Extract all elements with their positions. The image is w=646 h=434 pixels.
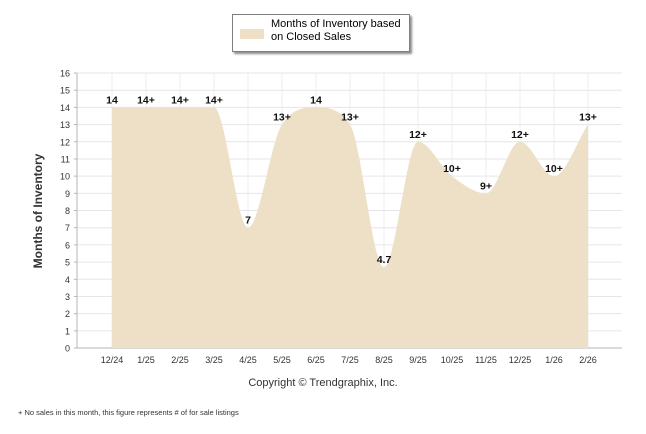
y-tick-label: 8 — [65, 206, 70, 216]
x-tick-label: 3/25 — [205, 355, 223, 365]
data-labels: 14 14+ 14+ 14+ 7 13+ 14 13+ 4.7 12+ 10+ 9+ 12+ 10+ 13+ — [106, 94, 597, 266]
x-tick-label: 12/24 — [101, 355, 124, 365]
data-label: 9+ — [480, 180, 492, 192]
data-label: 4.7 — [377, 254, 392, 266]
y-tick-label: 5 — [65, 258, 70, 268]
data-label: 14 — [310, 94, 322, 106]
y-tick-label: 2 — [65, 309, 70, 319]
legend: Months of Inventory based on Closed Sale… — [232, 14, 410, 52]
x-tick-label: 2/26 — [579, 355, 597, 365]
data-label: 12+ — [511, 129, 529, 141]
data-label: 12+ — [409, 129, 427, 141]
x-tick-label: 2/25 — [171, 355, 189, 365]
y-axis-label: Months of Inventory — [31, 153, 45, 268]
data-label: 13+ — [273, 112, 291, 124]
data-label: 10+ — [545, 163, 563, 175]
y-tick-label: 10 — [60, 172, 70, 182]
x-tick-label: 1/26 — [545, 355, 563, 365]
y-tick-label: 3 — [65, 292, 70, 302]
x-tick-label: 7/25 — [341, 355, 359, 365]
y-tick-label: 0 — [65, 344, 70, 354]
data-label: 13+ — [341, 112, 359, 124]
y-tick-label: 1 — [65, 326, 70, 336]
y-tick-label: 14 — [60, 103, 70, 113]
x-tick-label: 9/25 — [409, 355, 427, 365]
x-tick-label: 10/25 — [441, 355, 464, 365]
x-tick-label: 12/25 — [509, 355, 532, 365]
x-tick-label: 6/25 — [307, 355, 325, 365]
data-label: 13+ — [579, 112, 597, 124]
data-label: 10+ — [443, 163, 461, 175]
data-label: 14+ — [205, 94, 223, 106]
legend-swatch — [240, 29, 264, 39]
data-label: 7 — [245, 215, 251, 227]
y-tick-label: 15 — [60, 86, 70, 96]
x-tick-label: 5/25 — [273, 355, 291, 365]
data-label: 14+ — [137, 94, 155, 106]
x-tick-label: 11/25 — [475, 355, 497, 365]
y-tick-label: 16 — [60, 69, 70, 79]
data-label: 14+ — [171, 94, 189, 106]
footnote-text: + No sales in this month, this figure re… — [18, 408, 239, 417]
y-tick-label: 12 — [60, 137, 70, 147]
data-label: 14 — [106, 94, 118, 106]
area-fill — [112, 107, 588, 348]
legend-label: Months of Inventory based on Closed Sale… — [271, 18, 401, 43]
y-tick-label: 4 — [65, 275, 70, 285]
x-tick-label: 8/25 — [375, 355, 393, 365]
y-tick-label: 9 — [65, 189, 70, 199]
x-tick-label: 1/25 — [137, 355, 155, 365]
y-tick-label: 13 — [60, 120, 70, 130]
y-tick-label: 6 — [65, 240, 70, 250]
y-tick-label: 7 — [65, 223, 70, 233]
copyright-text: Copyright © Trendgraphix, Inc. — [248, 377, 398, 389]
y-tick-label: 11 — [61, 154, 70, 164]
x-axis-ticks: 12/24 1/25 2/25 3/25 4/25 5/25 6/25 7/25 8/25 9/2… — [101, 355, 597, 365]
x-tick-label: 4/25 — [239, 355, 257, 365]
